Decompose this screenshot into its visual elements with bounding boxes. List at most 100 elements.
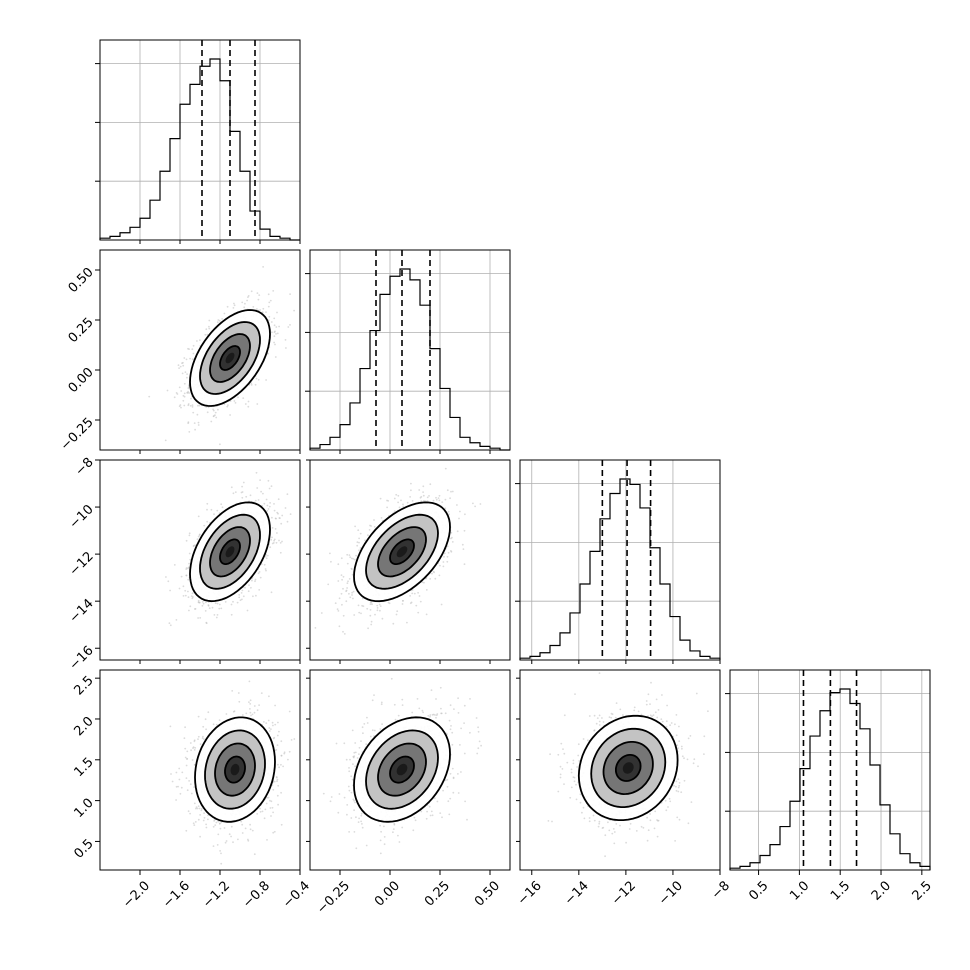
sample-point (243, 306, 246, 309)
sample-point (208, 319, 211, 322)
sample-point (273, 509, 276, 512)
sample-point (194, 608, 197, 610)
sample-point (273, 317, 276, 320)
sample-point (180, 786, 183, 789)
sample-point (184, 589, 187, 592)
sample-point (273, 335, 276, 338)
sample-point (216, 321, 219, 324)
sample-point (396, 610, 399, 613)
sample-point (346, 587, 348, 589)
sample-point (474, 505, 476, 508)
sample-point (426, 500, 429, 502)
sample-point (463, 563, 466, 566)
sample-point (348, 578, 351, 580)
sample-point (266, 796, 268, 799)
sample-point (276, 780, 278, 783)
sample-point (398, 506, 401, 509)
sample-point (461, 543, 464, 546)
sample-point (448, 513, 450, 515)
sample-point (410, 601, 413, 604)
sample-point (185, 539, 188, 542)
sample-point (242, 595, 245, 598)
sample-point (241, 301, 244, 304)
sample-point (439, 564, 441, 567)
sample-point (270, 321, 273, 323)
sample-point (262, 307, 265, 310)
sample-point (206, 502, 209, 505)
sample-point (423, 581, 425, 584)
sample-point (406, 501, 409, 504)
sample-point (342, 587, 344, 590)
sample-point (415, 604, 418, 607)
sample-point (254, 383, 257, 386)
sample-point (370, 623, 373, 626)
sample-point (278, 517, 281, 519)
sample-point (395, 493, 398, 496)
sample-point (257, 572, 260, 575)
density-core (396, 546, 408, 558)
sample-point (224, 601, 227, 603)
sample-point (186, 391, 189, 394)
sample-point (244, 302, 246, 305)
sample-point (219, 827, 222, 830)
sample-point (230, 486, 233, 489)
sample-point (273, 538, 276, 541)
sample-point (231, 690, 234, 692)
sample-point (248, 701, 250, 703)
sample-point (270, 538, 272, 541)
sample-point (343, 633, 346, 635)
sample-point (354, 525, 356, 528)
sample-point (185, 829, 188, 832)
sample-point (175, 799, 178, 801)
sample-point (181, 771, 184, 774)
contour-line-2 (209, 333, 251, 383)
sample-point (266, 554, 269, 557)
sample-point (188, 431, 191, 433)
sample-point (214, 824, 217, 826)
sample-point (177, 364, 180, 367)
sample-point (221, 318, 224, 320)
sample-point (250, 382, 253, 385)
sample-point (206, 508, 208, 511)
sample-point (265, 569, 267, 572)
histogram-3 (519, 478, 721, 660)
sample-point (183, 392, 186, 395)
hist-frame-1 (99, 39, 301, 241)
sample-point (205, 601, 207, 604)
sample-point (369, 614, 372, 617)
sample-point (252, 595, 254, 598)
sample-point (438, 494, 441, 497)
sample-point (267, 479, 270, 482)
sample-point (273, 324, 276, 327)
sample-point (183, 395, 186, 398)
sample-point (185, 567, 188, 569)
pair-inner-2-1 (314, 467, 482, 635)
sample-point (215, 616, 218, 619)
sample-point (341, 603, 343, 606)
sample-point (188, 348, 191, 350)
sample-point (417, 591, 419, 594)
sample-point (450, 531, 453, 534)
sample-point (275, 541, 278, 544)
sample-point (185, 574, 188, 577)
sample-point (249, 494, 252, 497)
sample-point (193, 422, 196, 424)
sample-point (189, 812, 192, 815)
contour-line-1 (365, 513, 439, 590)
sample-point (219, 822, 221, 825)
pair-frame-1-0 (99, 249, 301, 451)
sample-point (249, 828, 252, 831)
sample-point (276, 332, 279, 335)
sample-point (378, 603, 381, 606)
sample-point (441, 501, 444, 503)
sample-point (247, 405, 250, 408)
sample-point (425, 589, 428, 591)
sample-point (413, 592, 416, 595)
sample-point (265, 379, 267, 381)
sample-point (274, 704, 276, 707)
contour-line-0 (189, 501, 271, 603)
sample-point (189, 357, 192, 360)
sample-point (277, 721, 279, 724)
sample-point (187, 810, 190, 813)
sample-point (379, 497, 382, 500)
